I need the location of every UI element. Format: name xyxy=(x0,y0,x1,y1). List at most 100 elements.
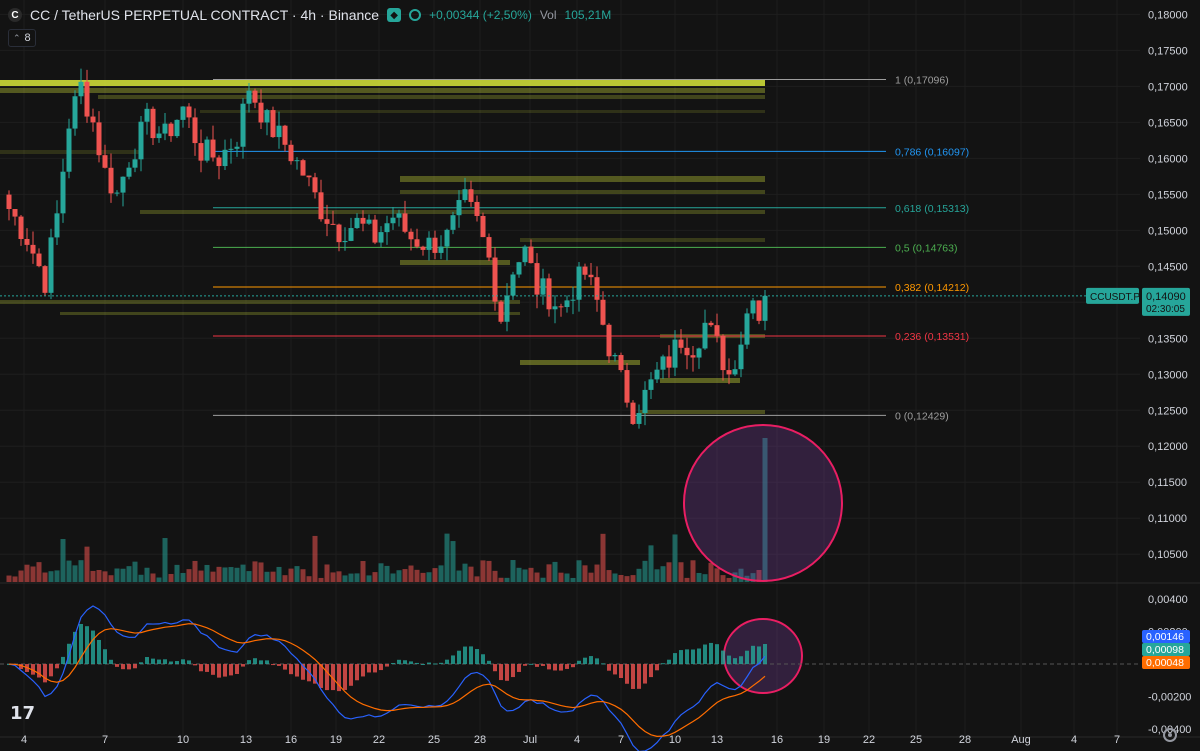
candle-body xyxy=(480,216,486,238)
candle-body xyxy=(396,213,402,218)
candle-body xyxy=(696,348,702,358)
candle-body xyxy=(384,223,390,233)
candle-body xyxy=(420,246,426,250)
macd-histogram-bar xyxy=(607,664,611,671)
macd-histogram-bar xyxy=(61,656,65,665)
tradingview-logo[interactable]: 17 xyxy=(10,703,36,724)
bar-countdown: 02:30:05 xyxy=(1146,304,1185,315)
volume-bar xyxy=(246,571,252,582)
flag-icon[interactable]: ◆ xyxy=(387,8,402,22)
macd-histogram-bar xyxy=(385,664,389,667)
indicators-toggle[interactable]: ⌃ 8 xyxy=(8,29,36,47)
candle-body xyxy=(180,106,186,120)
candle-body xyxy=(372,219,378,243)
macd-histogram-bar xyxy=(691,649,695,665)
volume-bar xyxy=(726,577,732,582)
time-tick-label: 16 xyxy=(771,734,783,746)
volume-bar xyxy=(534,572,540,582)
macd-histogram-bar xyxy=(217,664,221,678)
highlight-circle-volume xyxy=(683,424,843,582)
volume-bar xyxy=(282,575,288,582)
time-tick-label: 7 xyxy=(618,734,624,746)
macd-histogram-bar xyxy=(55,664,59,669)
macd-histogram-bar xyxy=(163,659,167,665)
macd-histogram-bar xyxy=(343,664,347,690)
macd-histogram-bar xyxy=(229,664,233,676)
volume-bar xyxy=(684,577,690,582)
symbol-title[interactable]: CC / TetherUS PERPETUAL CONTRACT · 4h · … xyxy=(30,7,380,23)
volume-bar xyxy=(582,565,588,582)
macd-histogram-bar xyxy=(283,664,287,670)
candle-body xyxy=(324,219,330,224)
volume-bar xyxy=(330,572,336,582)
macd-histogram-bar xyxy=(529,663,533,665)
volume-bar xyxy=(456,570,462,582)
candle-body xyxy=(630,402,636,424)
macd-histogram-bar xyxy=(763,644,767,665)
volume-bar xyxy=(168,573,174,582)
macd-value-tag: 0,00098 xyxy=(1146,644,1184,656)
volume-bar xyxy=(276,566,282,582)
time-tick-label: 28 xyxy=(959,734,971,746)
volume-bar xyxy=(540,577,546,582)
volume-bar xyxy=(192,560,198,582)
candle-body xyxy=(276,125,282,138)
candle-body xyxy=(762,295,768,321)
volume-bar xyxy=(390,573,396,582)
volume-bar xyxy=(636,568,642,582)
candle-body xyxy=(30,244,36,254)
candle-body xyxy=(252,90,258,103)
volume-bar xyxy=(198,570,204,582)
candle-body xyxy=(660,356,666,370)
candle-body xyxy=(60,171,66,214)
gear-icon[interactable] xyxy=(1163,728,1177,742)
volume-bar xyxy=(666,562,672,582)
macd-histogram-bar xyxy=(145,657,149,665)
candle-body xyxy=(594,277,600,300)
volume-bar xyxy=(420,572,426,582)
macd-histogram-bar xyxy=(109,659,113,665)
candle-body xyxy=(672,339,678,368)
price-tick-label: 0,17000 xyxy=(1148,81,1188,93)
candle-body xyxy=(462,189,468,201)
candle-body xyxy=(54,213,60,238)
coin-logo: C xyxy=(8,8,22,22)
volume-bar xyxy=(714,568,720,582)
candle-body xyxy=(270,110,276,138)
volume-bar xyxy=(270,571,276,582)
volume-bar xyxy=(468,566,474,582)
macd-histogram-bar xyxy=(235,664,239,674)
fib-level-label: 0,786 (0,16097) xyxy=(895,146,969,158)
candle-body xyxy=(132,159,138,168)
volume-bar xyxy=(60,539,66,582)
macd-histogram-bar xyxy=(331,664,335,691)
candle-body xyxy=(150,108,156,139)
volume-bar xyxy=(708,562,714,582)
volume-bar xyxy=(732,572,738,582)
time-tick-label: 10 xyxy=(177,734,189,746)
volume-bar xyxy=(750,573,756,582)
candle-body xyxy=(228,148,234,150)
volume-bar xyxy=(144,567,150,582)
volume-bar xyxy=(546,564,552,582)
volume-bar xyxy=(42,572,48,582)
fib-level-label: 0,236 (0,13531) xyxy=(895,331,969,343)
candle-body xyxy=(66,128,72,172)
candle-body xyxy=(354,217,360,229)
macd-histogram-bar xyxy=(517,664,521,672)
time-tick-label: 16 xyxy=(285,734,297,746)
volume-bar xyxy=(432,568,438,582)
macd-histogram-bar xyxy=(301,664,305,680)
candle-body xyxy=(12,209,18,217)
candle-body xyxy=(360,217,366,224)
volume-bar xyxy=(756,570,762,582)
macd-value-tag-bg xyxy=(1142,656,1190,669)
macd-histogram-bar xyxy=(727,655,731,665)
candle-body xyxy=(618,355,624,371)
volume-bar xyxy=(18,570,24,582)
candle-body xyxy=(726,370,732,375)
macd-histogram-bar xyxy=(187,660,191,665)
volume-bar xyxy=(114,568,120,582)
volume-bar xyxy=(516,567,522,582)
